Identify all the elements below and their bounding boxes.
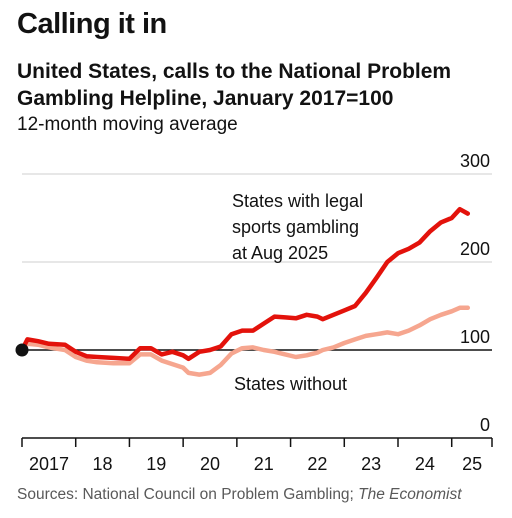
source-note: Sources: National Council on Problem Gam…	[17, 486, 462, 504]
series-label-legal-line-1: States with legal	[232, 191, 363, 211]
chart-unit-note: 12-month moving average	[17, 114, 238, 135]
y-tick-label-0: 0	[480, 415, 490, 435]
chart-subtitle: United States, calls to the National Pro…	[17, 58, 497, 112]
series-label-without: States without	[234, 374, 347, 394]
chart-title: Calling it in	[17, 8, 167, 40]
base-point-marker	[15, 343, 29, 357]
x-tick-label-2024: 24	[415, 454, 435, 474]
series-line-without	[19, 305, 471, 377]
source-publisher: The Economist	[358, 486, 462, 503]
x-tick-label-2017: 2017	[29, 454, 69, 474]
y-tick-label-300: 300	[460, 151, 490, 171]
source-prefix: Sources: National Council on Problem Gam…	[17, 486, 359, 503]
x-tick-label-2021: 21	[254, 454, 274, 474]
series-line-legal	[19, 206, 471, 362]
x-tick-label-2025: 25	[462, 454, 482, 474]
subtitle-line-1: United States, calls to the National Pro…	[17, 60, 452, 83]
subtitle-line-2: Gambling Helpline, January 2017=100	[17, 87, 394, 110]
x-tick-label-2022: 22	[307, 454, 327, 474]
x-tick-label-2020: 20	[200, 454, 220, 474]
y-tick-label-100: 100	[460, 327, 490, 347]
y-tick-label-200: 200	[460, 239, 490, 259]
series-label-legal-line-2: sports gambling	[232, 217, 359, 237]
series-label-legal-line-3: at Aug 2025	[232, 243, 328, 263]
x-tick-label-2023: 23	[361, 454, 381, 474]
x-tick-label-2018: 18	[93, 454, 113, 474]
x-tick-label-2019: 19	[146, 454, 166, 474]
